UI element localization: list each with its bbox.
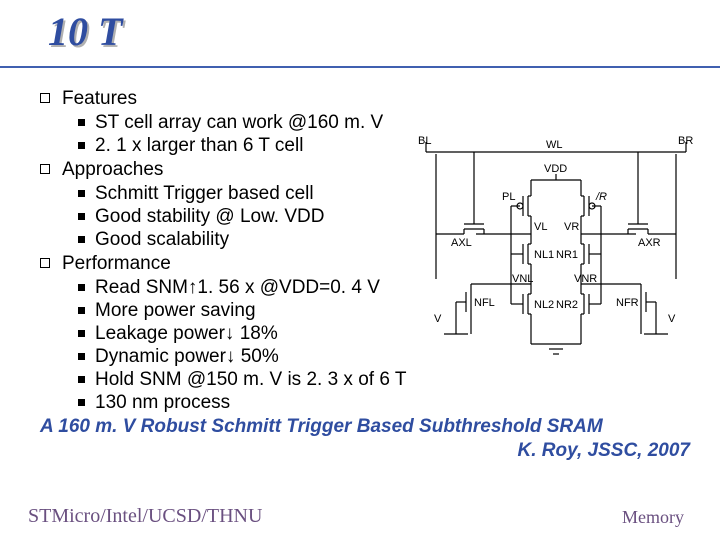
- schematic-diagram: BL WL BR VDD PL /R VL VR AXL AXR NL1 NR1…: [416, 134, 696, 404]
- hollow-square-bullet-icon: [40, 93, 50, 103]
- citation-title: A 160 m. V Robust Schmitt Trigger Based …: [40, 416, 700, 438]
- lbl-nr2: NR2: [556, 299, 578, 311]
- list-item-text: 2. 1 x larger than 6 T cell: [95, 135, 303, 157]
- lbl-nr1: NR1: [556, 249, 578, 261]
- lbl-pl: PL: [502, 191, 515, 203]
- list-item-text: Read SNM↑1. 56 x @VDD=0. 4 V: [95, 277, 380, 299]
- filled-square-bullet-icon: [78, 353, 85, 360]
- list-item-text: Good stability @ Low. VDD: [95, 206, 324, 228]
- list-item: ST cell array can work @160 m. V: [78, 112, 700, 134]
- citation-author: K. Roy, JSSC, 2007: [40, 440, 690, 462]
- slide-title: 10 T: [48, 8, 122, 55]
- filled-square-bullet-icon: [78, 119, 85, 126]
- section-label: Features: [62, 88, 137, 110]
- lbl-axl: AXL: [451, 237, 472, 249]
- lbl-nfl: NFL: [474, 297, 495, 309]
- lbl-vdd: VDD: [544, 163, 567, 175]
- list-item-text: Schmitt Trigger based cell: [95, 183, 314, 205]
- filled-square-bullet-icon: [78, 284, 85, 291]
- list-item-text: Dynamic power↓ 50%: [95, 346, 279, 368]
- filled-square-bullet-icon: [78, 330, 85, 337]
- lbl-br: BR: [678, 135, 693, 147]
- slide: 10 T FeaturesST cell array can work @160…: [0, 0, 720, 540]
- hollow-square-bullet-icon: [40, 258, 50, 268]
- lbl-vnl: VNL: [512, 273, 533, 285]
- lbl-vl: VL: [534, 221, 547, 233]
- lbl-nl1: NL1: [534, 249, 554, 261]
- lbl-axr: AXR: [638, 237, 661, 249]
- section-label: Performance: [62, 253, 171, 275]
- hollow-square-bullet-icon: [40, 164, 50, 174]
- section-label: Approaches: [62, 159, 163, 181]
- list-item-text: 130 nm process: [95, 392, 230, 414]
- list-item-text: Good scalability: [95, 229, 229, 251]
- footer-right: Memory: [622, 507, 684, 528]
- lbl-wl: WL: [546, 139, 563, 151]
- lbl-vr: VR: [564, 221, 579, 233]
- filled-square-bullet-icon: [78, 376, 85, 383]
- filled-square-bullet-icon: [78, 236, 85, 243]
- filled-square-bullet-icon: [78, 399, 85, 406]
- list-item-text: Hold SNM @150 m. V is 2. 3 x of 6 T: [95, 369, 406, 391]
- lbl-pr: /R: [595, 191, 607, 203]
- lbl-vss-r: V: [668, 313, 676, 325]
- filled-square-bullet-icon: [78, 213, 85, 220]
- lbl-vnr: VNR: [574, 273, 597, 285]
- title-bar: 10 T: [0, 0, 720, 68]
- filled-square-bullet-icon: [78, 142, 85, 149]
- list-item-text: Leakage power↓ 18%: [95, 323, 278, 345]
- lbl-nl2: NL2: [534, 299, 554, 311]
- footer-left: STMicro/Intel/UCSD/THNU: [28, 505, 262, 528]
- list-item-text: More power saving: [95, 300, 256, 322]
- lbl-vss-l: V: [434, 313, 442, 325]
- lbl-nfr: NFR: [616, 297, 639, 309]
- filled-square-bullet-icon: [78, 307, 85, 314]
- lbl-bl: BL: [418, 135, 431, 147]
- list-item-text: ST cell array can work @160 m. V: [95, 112, 383, 134]
- filled-square-bullet-icon: [78, 190, 85, 197]
